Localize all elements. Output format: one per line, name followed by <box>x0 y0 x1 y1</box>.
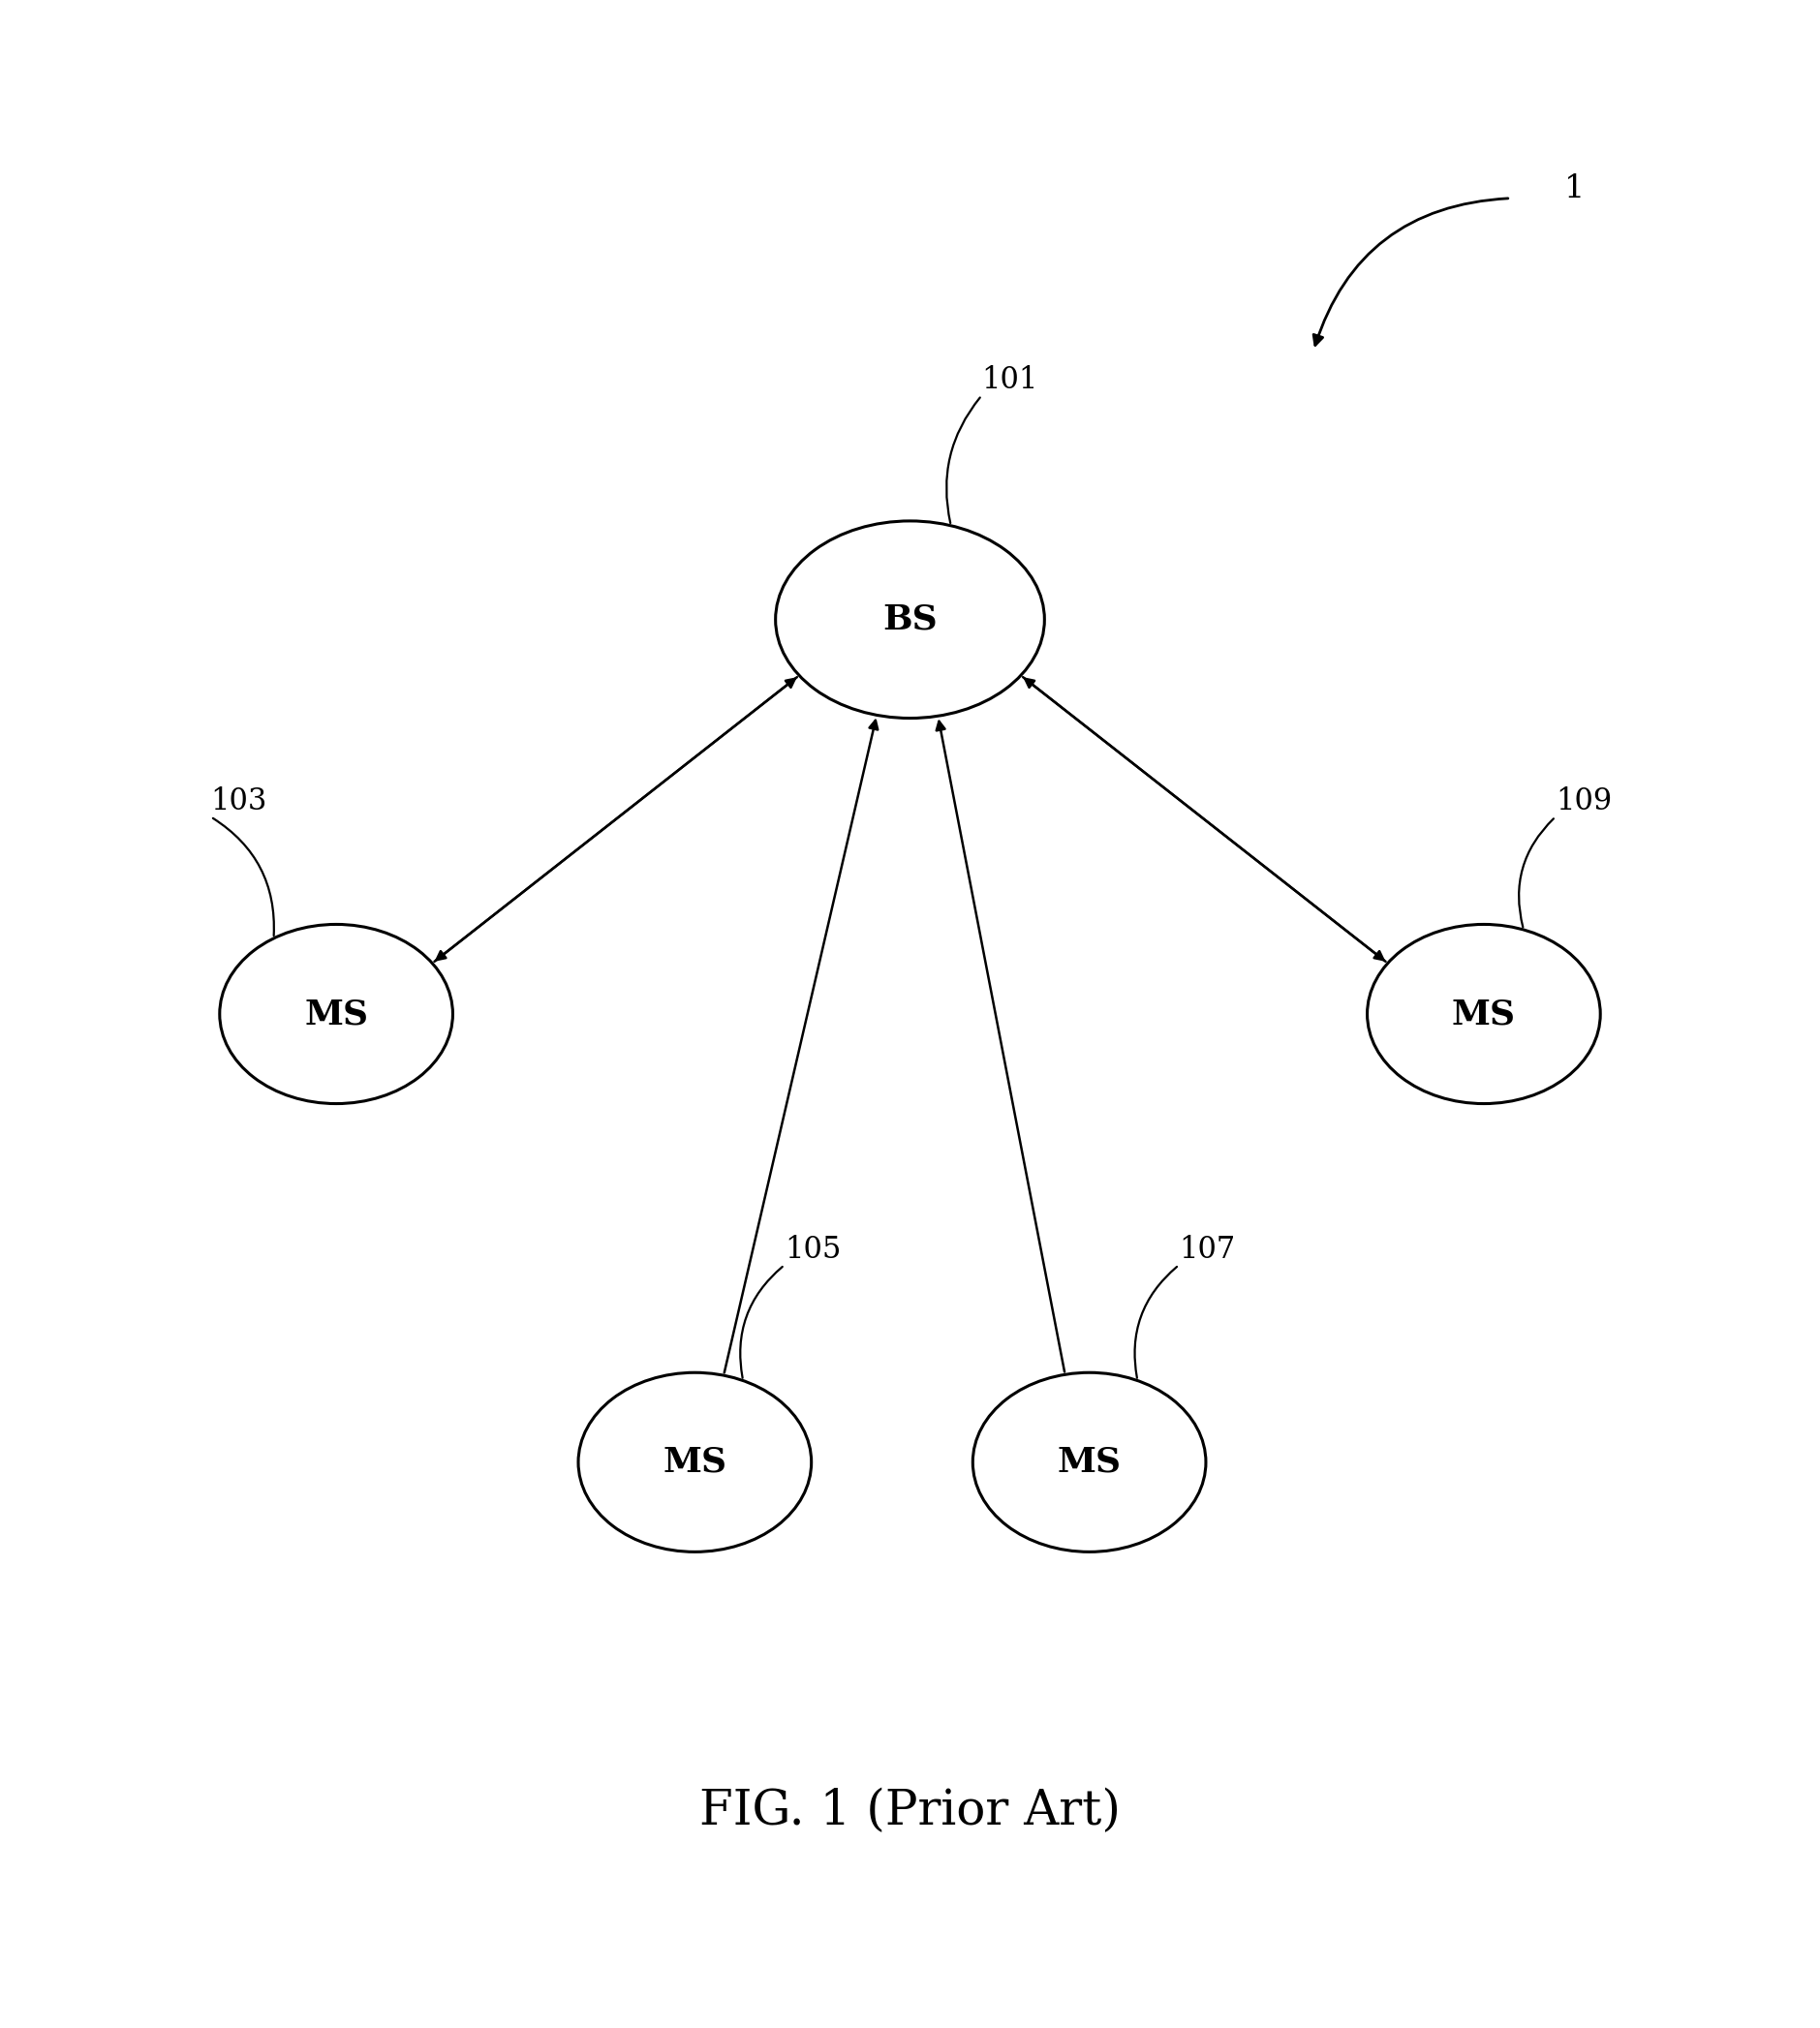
Text: MS: MS <box>1057 1446 1121 1478</box>
Text: 103: 103 <box>211 787 268 817</box>
Text: MS: MS <box>1452 998 1516 1030</box>
Ellipse shape <box>972 1373 1207 1551</box>
Text: 109: 109 <box>1556 787 1613 817</box>
Text: BS: BS <box>883 602 937 637</box>
Text: MS: MS <box>662 1446 726 1478</box>
Ellipse shape <box>220 925 453 1103</box>
Text: FIG. 1 (Prior Art): FIG. 1 (Prior Art) <box>699 1789 1121 1835</box>
Text: 101: 101 <box>981 365 1037 395</box>
Text: 107: 107 <box>1179 1235 1236 1265</box>
Text: 1: 1 <box>1565 174 1585 205</box>
Text: MS: MS <box>304 998 368 1030</box>
Ellipse shape <box>1367 925 1600 1103</box>
Ellipse shape <box>579 1373 812 1551</box>
Ellipse shape <box>775 521 1045 718</box>
Text: 105: 105 <box>784 1235 841 1265</box>
